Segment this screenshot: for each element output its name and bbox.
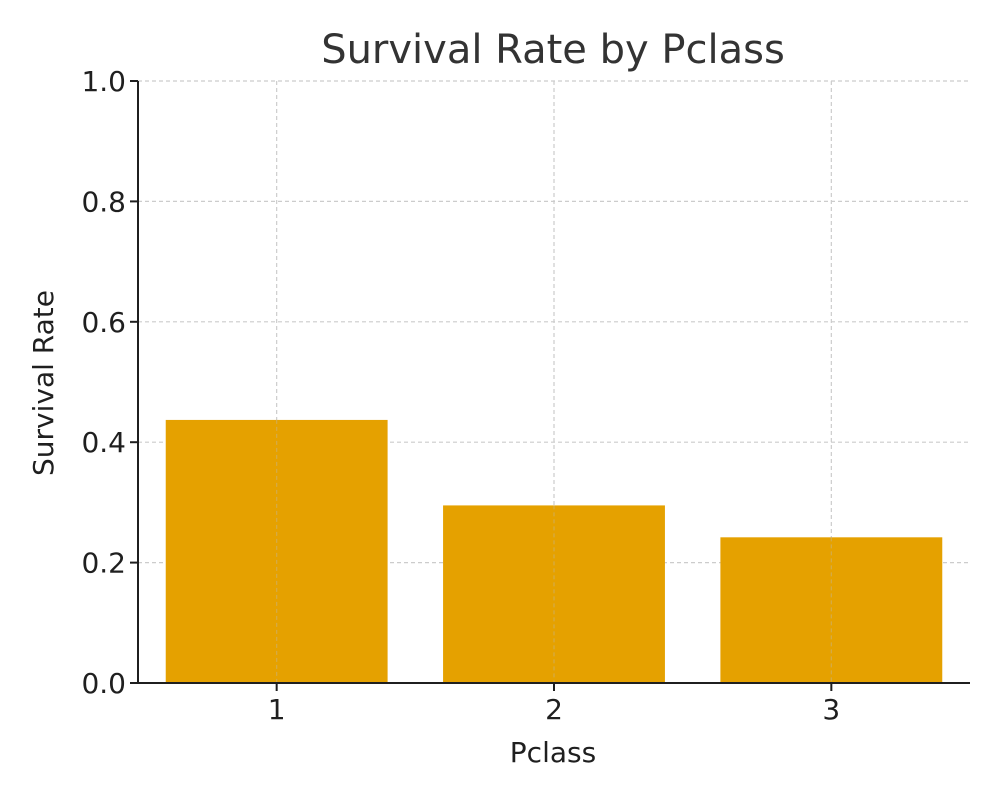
- bar-pclass-1: [165, 419, 388, 683]
- x-tick-label: 3: [822, 693, 840, 726]
- x-tick-label: 2: [545, 693, 563, 726]
- y-tick-label: 0.0: [81, 667, 126, 700]
- x-axis-label: Pclass: [510, 736, 596, 769]
- bars: [165, 419, 943, 683]
- x-tick-label: 1: [268, 693, 286, 726]
- y-tick-label: 0.8: [81, 185, 126, 218]
- y-tick-label: 0.4: [81, 426, 126, 459]
- y-tick-label: 1.0: [81, 65, 126, 98]
- y-axis-ticks: 0.0 0.2 0.4 0.6 0.8 1.0: [81, 65, 138, 700]
- x-axis-ticks: 1 2 3: [268, 683, 840, 726]
- y-axis-label: Survival Rate: [27, 290, 60, 476]
- y-tick-label: 0.2: [81, 547, 126, 580]
- chart-title: Survival Rate by Pclass: [321, 27, 785, 73]
- y-tick-label: 0.6: [81, 306, 126, 339]
